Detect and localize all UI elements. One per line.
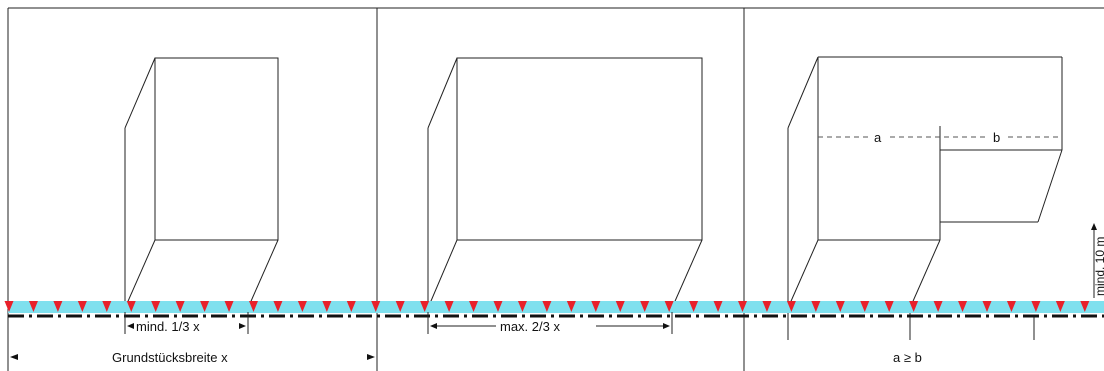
marker-triangle-icon — [615, 301, 625, 312]
marker-triangle-icon — [249, 301, 258, 312]
marker-triangle-icon — [395, 301, 405, 312]
dimension-plot-width: Grundstücksbreite x — [10, 350, 375, 365]
building-1-front — [154, 57, 279, 241]
building-3 — [787, 56, 1063, 340]
marker-triangle-icon — [371, 301, 381, 312]
marker-triangle-icon — [28, 301, 38, 312]
marker-triangle-icon — [566, 301, 576, 312]
building-1 — [124, 57, 279, 309]
marker-triangle-icon — [982, 301, 992, 312]
building-2-front — [456, 57, 703, 241]
min-depth-label: mind. 10 m — [1093, 237, 1104, 296]
marker-triangle-icon — [126, 301, 136, 312]
marker-triangle-icon — [640, 301, 650, 312]
arrow-right-icon — [239, 323, 246, 329]
marker-triangle-icon — [1006, 301, 1016, 312]
marker-triangle-icon — [713, 301, 723, 312]
triangle-markers — [4, 301, 1090, 312]
building-2 — [427, 57, 703, 309]
marker-triangle-icon — [297, 301, 307, 312]
marker-triangle-icon — [786, 301, 796, 312]
marker-triangle-icon — [835, 301, 845, 312]
building-line-strip — [8, 301, 1104, 313]
marker-triangle-icon — [933, 301, 943, 312]
marker-triangle-icon — [444, 301, 454, 312]
plot-width-label: Grundstücksbreite x — [112, 350, 228, 365]
marker-triangle-icon — [1080, 301, 1090, 312]
rule-a-ge-b-label: a ≥ b — [893, 350, 922, 365]
marker-triangle-icon — [860, 301, 870, 312]
marker-triangle-icon — [53, 301, 63, 312]
marker-triangle-icon — [591, 301, 601, 312]
marker-triangle-icon — [884, 301, 894, 312]
marker-triangle-icon — [200, 301, 210, 312]
marker-triangle-icon — [762, 301, 772, 312]
dimension-min-width: mind. 1/3 x — [124, 312, 249, 334]
arrow-left-icon — [127, 323, 134, 329]
marker-triangle-icon — [517, 301, 527, 312]
marker-triangle-icon — [1031, 301, 1041, 312]
marker-triangle-icon — [469, 301, 479, 312]
arrow-up-icon — [1091, 223, 1097, 230]
marker-triangle-icon — [102, 301, 112, 312]
dimension-max-width: max. 2/3 x — [427, 312, 673, 334]
marker-triangle-icon — [689, 301, 699, 312]
marker-triangle-icon — [811, 301, 821, 312]
marker-triangle-icon — [77, 301, 87, 312]
arrow-right-icon — [367, 354, 375, 360]
marker-triangle-icon — [1055, 301, 1065, 312]
marker-triangle-icon — [346, 301, 356, 312]
marker-triangle-icon — [958, 301, 968, 312]
max-width-label: max. 2/3 x — [500, 319, 560, 334]
marker-triangle-icon — [542, 301, 552, 312]
marker-triangle-icon — [664, 301, 674, 312]
arrow-left-icon — [10, 354, 18, 360]
marker-triangle-icon — [175, 301, 185, 312]
marker-triangle-icon — [273, 301, 283, 312]
min-width-label: mind. 1/3 x — [136, 319, 200, 334]
marker-triangle-icon — [151, 301, 161, 312]
marker-triangle-icon — [4, 301, 14, 312]
dimension-a-label: a — [874, 130, 882, 145]
marker-triangle-icon — [738, 301, 747, 312]
dimension-b-label: b — [993, 130, 1000, 145]
marker-triangle-icon — [420, 301, 430, 312]
marker-triangle-icon — [224, 301, 234, 312]
arrow-right-icon — [663, 323, 670, 329]
marker-triangle-icon — [909, 301, 919, 312]
marker-triangle-icon — [493, 301, 503, 312]
marker-triangle-icon — [322, 301, 332, 312]
dimension-min-depth: mind. 10 m — [1091, 223, 1104, 298]
arrow-left-icon — [430, 323, 437, 329]
